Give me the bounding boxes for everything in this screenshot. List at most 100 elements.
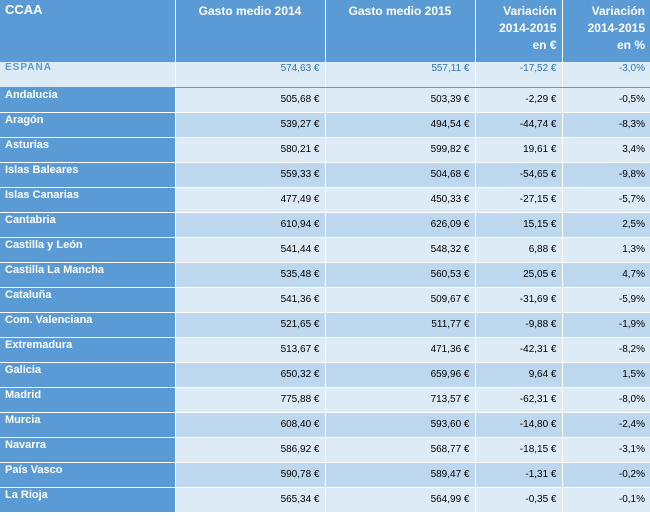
variacion-eur-cell: -1,31 € bbox=[475, 462, 563, 488]
variacion-eur-cell: -2,29 € bbox=[475, 87, 563, 113]
region-cell: País Vasco bbox=[0, 462, 176, 488]
table-row: Cantabria 610,94 €626,09 €15,15 €2,5% bbox=[0, 212, 650, 238]
table-row: Extremadura 513,67 €471,36 € -42,31 € -8,2% bbox=[0, 337, 650, 363]
region-cell: Extremadura bbox=[0, 337, 176, 363]
region-cell: Andalucía bbox=[0, 87, 176, 113]
gasto-2014-cell: 541,44 € bbox=[175, 237, 326, 263]
gasto-2015-cell: 589,47 € bbox=[325, 462, 476, 488]
header-variacion-pct-line3: en % bbox=[616, 38, 645, 52]
gasto-2015-cell: 659,96 € bbox=[325, 362, 476, 388]
header-gasto-2014-label: Gasto medio 2014 bbox=[198, 4, 302, 18]
gasto-2014-cell: 775,88 € bbox=[175, 387, 326, 413]
region-cell: Madrid bbox=[0, 387, 176, 413]
variacion-eur-cell: 9,64 € bbox=[475, 362, 563, 388]
gasto-2015-cell: 511,77 € bbox=[325, 312, 476, 338]
region-cell: Galicia bbox=[0, 362, 176, 388]
variacion-pct-cell: -0,1% bbox=[562, 487, 650, 513]
variacion-eur-cell: -31,69 € bbox=[475, 287, 563, 313]
table-row: Com. Valenciana 521,65 €511,77 € -9,88 € -1… bbox=[0, 312, 650, 338]
total-region-cell: ESPAÑA bbox=[0, 62, 176, 88]
gasto-2015-cell: 599,82 € bbox=[325, 137, 476, 163]
variacion-pct-cell: 1,3% bbox=[562, 237, 650, 263]
header-variacion-pct: Variación 2014-2015 en % bbox=[562, 0, 650, 62]
gasto-2015-cell: 626,09 € bbox=[325, 212, 476, 238]
gasto-2014-cell: 535,48 € bbox=[175, 262, 326, 288]
region-cell: Navarra bbox=[0, 437, 176, 463]
gasto-2014-cell: 505,68 € bbox=[175, 87, 326, 113]
gasto-2014-cell: 559,33 € bbox=[175, 162, 326, 188]
variacion-eur-cell: -27,15 € bbox=[475, 187, 563, 213]
gasto-2015-cell: 494,54 € bbox=[325, 112, 476, 138]
gasto-2014-cell: 565,34 € bbox=[175, 487, 326, 513]
total-variacion-pct-cell: -3,0% bbox=[562, 62, 650, 88]
variacion-pct-cell: -8,2% bbox=[562, 337, 650, 363]
gasto-2015-cell: 504,68 € bbox=[325, 162, 476, 188]
table-row: País Vasco 590,78 €589,47 € -1,31 € -0,2% bbox=[0, 462, 650, 488]
table-row: Navarra 586,92 €568,77 € -18,15 € -3,1% bbox=[0, 437, 650, 463]
header-variacion-eur-line2: 2014-2015 bbox=[499, 21, 557, 35]
variacion-eur-cell: -14,80 € bbox=[475, 412, 563, 438]
gasto-2015-cell: 568,77 € bbox=[325, 437, 476, 463]
gasto-2015-cell: 450,33 € bbox=[325, 187, 476, 213]
gasto-2014-cell: 586,92 € bbox=[175, 437, 326, 463]
variacion-pct-cell: -0,2% bbox=[562, 462, 650, 488]
total-gasto-2014-cell: 574,63 € bbox=[175, 62, 326, 88]
table-row: Islas Canarias 477,49 €450,33 € -27,15 € -5… bbox=[0, 187, 650, 213]
header-ccaa-label: CCAA bbox=[5, 2, 43, 17]
variacion-eur-cell: -18,15 € bbox=[475, 437, 563, 463]
header-variacion-pct-line2: 2014-2015 bbox=[587, 21, 645, 35]
table-body: ESPAÑA 574,63 € 557,11 € -17,52 € -3,0% … bbox=[0, 62, 650, 513]
variacion-pct-cell: 4,7% bbox=[562, 262, 650, 288]
table-row: Islas Baleares 559,33 €504,68 € -54,65 € -9… bbox=[0, 162, 650, 188]
table-row: Aragón 539,27 €494,54 € -44,74 € -8,3% bbox=[0, 112, 650, 138]
table-row: Asturias 580,21 €599,82 €19,61 €3,4% bbox=[0, 137, 650, 163]
table-row: Castilla y León 541,44 €548,32 €6,88 €1,3… bbox=[0, 237, 650, 263]
variacion-eur-cell: 25,05 € bbox=[475, 262, 563, 288]
variacion-pct-cell: 2,5% bbox=[562, 212, 650, 238]
gasto-2015-cell: 509,67 € bbox=[325, 287, 476, 313]
total-variacion-eur-cell: -17,52 € bbox=[475, 62, 563, 88]
variacion-pct-cell: 1,5% bbox=[562, 362, 650, 388]
gasto-2014-cell: 541,36 € bbox=[175, 287, 326, 313]
variacion-eur-cell: 19,61 € bbox=[475, 137, 563, 163]
variacion-eur-cell: -0,35 € bbox=[475, 487, 563, 513]
table-row: La Rioja 565,34 €564,99 € -0,35 € -0,1% bbox=[0, 487, 650, 513]
region-cell: Aragón bbox=[0, 112, 176, 138]
gasto-2015-cell: 564,99 € bbox=[325, 487, 476, 513]
gasto-2014-cell: 477,49 € bbox=[175, 187, 326, 213]
region-cell: Islas Baleares bbox=[0, 162, 176, 188]
gasto-2015-cell: 593,60 € bbox=[325, 412, 476, 438]
variacion-eur-cell: 6,88 € bbox=[475, 237, 563, 263]
table-row: Madrid 775,88 €713,57 € -62,31 € -8,0% bbox=[0, 387, 650, 413]
variacion-pct-cell: -3,1% bbox=[562, 437, 650, 463]
variacion-eur-cell: 15,15 € bbox=[475, 212, 563, 238]
region-cell: Asturias bbox=[0, 137, 176, 163]
gasto-2014-cell: 650,32 € bbox=[175, 362, 326, 388]
variacion-eur-cell: -54,65 € bbox=[475, 162, 563, 188]
gasto-2014-cell: 590,78 € bbox=[175, 462, 326, 488]
header-variacion-pct-line1: Variación bbox=[591, 4, 645, 18]
gasto-2015-cell: 503,39 € bbox=[325, 87, 476, 113]
table-row: Murcia 608,40 €593,60 € -14,80 € -2,4% bbox=[0, 412, 650, 438]
variacion-eur-cell: -9,88 € bbox=[475, 312, 563, 338]
table-row: Andalucía 505,68 €503,39 € -2,29 € -0,5% bbox=[0, 87, 650, 113]
header-variacion-eur-line1: Variación bbox=[503, 4, 557, 18]
variacion-pct-cell: -8,0% bbox=[562, 387, 650, 413]
header-variacion-eur: Variación 2014-2015 en € bbox=[475, 0, 563, 62]
gasto-2014-cell: 580,21 € bbox=[175, 137, 326, 163]
region-cell: Castilla y León bbox=[0, 237, 176, 263]
gasto-2014-cell: 610,94 € bbox=[175, 212, 326, 238]
variacion-pct-cell: -8,3% bbox=[562, 112, 650, 138]
gasto-2014-cell: 513,67 € bbox=[175, 337, 326, 363]
total-gasto-2015-cell: 557,11 € bbox=[325, 62, 476, 88]
table-row: Galicia 650,32 €659,96 €9,64 €1,5% bbox=[0, 362, 650, 388]
region-cell: Com. Valenciana bbox=[0, 312, 176, 338]
variacion-eur-cell: -42,31 € bbox=[475, 337, 563, 363]
header-gasto-2015-label: Gasto medio 2015 bbox=[348, 4, 452, 18]
region-cell: La Rioja bbox=[0, 487, 176, 513]
gasto-2014-cell: 608,40 € bbox=[175, 412, 326, 438]
spending-table: CCAA Gasto medio 2014 Gasto medio 2015 V… bbox=[0, 0, 650, 513]
header-variacion-eur-line3: en € bbox=[532, 38, 557, 52]
gasto-2014-cell: 521,65 € bbox=[175, 312, 326, 338]
table-row: Castilla La Mancha 535,48 €560,53 €25,05 … bbox=[0, 262, 650, 288]
